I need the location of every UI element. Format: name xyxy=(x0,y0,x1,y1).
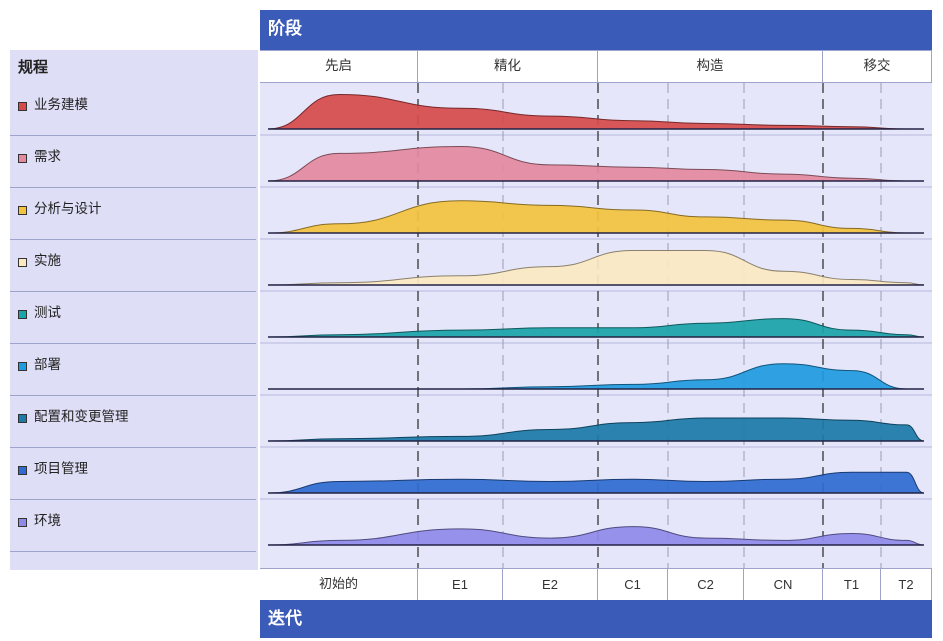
discipline-label: 测试 xyxy=(34,305,61,321)
workflow-chart xyxy=(260,83,932,568)
disciplines-panel xyxy=(10,50,258,570)
discipline-swatch-icon xyxy=(18,310,27,319)
discipline-workload-area xyxy=(267,200,924,234)
discipline-workload-area xyxy=(267,526,925,546)
iteration-cell: C1 xyxy=(598,569,668,600)
discipline-workload-area xyxy=(267,93,924,130)
discipline-row: 项目管理 xyxy=(10,448,258,500)
discipline-workload-area xyxy=(267,145,924,182)
phase-cell: 先启 xyxy=(260,51,418,82)
discipline-label: 需求 xyxy=(34,149,61,165)
discipline-workload-area xyxy=(267,249,925,286)
discipline-workload-area xyxy=(267,471,925,494)
discipline-swatch-icon xyxy=(18,102,27,111)
phase-cell: 移交 xyxy=(823,51,932,82)
discipline-label: 部署 xyxy=(34,357,61,373)
discipline-divider xyxy=(10,395,256,396)
discipline-row: 实施 xyxy=(10,240,258,292)
iteration-row: 初始的 E1 E2 C1 C2 CN T1 T2 xyxy=(260,568,932,600)
discipline-swatch-icon xyxy=(18,466,27,475)
discipline-swatch-icon xyxy=(18,414,27,423)
discipline-row: 分析与设计 xyxy=(10,188,258,240)
phase-row: 先启 精化 构造 移交 xyxy=(260,50,932,83)
discipline-workload-area xyxy=(267,318,925,338)
discipline-divider xyxy=(10,187,256,188)
iteration-cell: C2 xyxy=(668,569,744,600)
iteration-cell: T1 xyxy=(823,569,881,600)
discipline-label: 项目管理 xyxy=(34,461,88,477)
discipline-divider xyxy=(10,239,256,240)
discipline-label: 实施 xyxy=(34,253,61,269)
discipline-workload-area xyxy=(267,417,925,442)
discipline-swatch-icon xyxy=(18,362,27,371)
discipline-workload-area xyxy=(268,363,924,390)
iteration-cell: T2 xyxy=(881,569,932,600)
phase-header-label: 阶段 xyxy=(268,19,302,39)
iteration-footer-bar: 迭代 xyxy=(260,600,932,638)
discipline-divider xyxy=(10,551,256,552)
iteration-footer-label: 迭代 xyxy=(268,609,302,629)
discipline-row: 部署 xyxy=(10,344,258,396)
discipline-divider xyxy=(10,291,256,292)
iteration-cell: E1 xyxy=(418,569,503,600)
discipline-divider xyxy=(10,499,256,500)
iteration-cell: CN xyxy=(744,569,823,600)
discipline-swatch-icon xyxy=(18,258,27,267)
phase-header-bar: 阶段 xyxy=(260,10,932,50)
iteration-cell: 初始的 xyxy=(260,569,418,600)
discipline-row: 业务建模 xyxy=(10,84,258,136)
discipline-swatch-icon xyxy=(18,154,27,163)
discipline-row: 配置和变更管理 xyxy=(10,396,258,448)
discipline-swatch-icon xyxy=(18,206,27,215)
phase-cell: 精化 xyxy=(418,51,598,82)
workflow-plot xyxy=(260,83,932,568)
phase-cell: 构造 xyxy=(598,51,823,82)
discipline-divider xyxy=(10,447,256,448)
discipline-label: 分析与设计 xyxy=(34,201,102,217)
discipline-label: 业务建模 xyxy=(34,97,88,113)
discipline-row: 环境 xyxy=(10,500,258,552)
discipline-row: 测试 xyxy=(10,292,258,344)
discipline-row: 需求 xyxy=(10,136,258,188)
discipline-label: 环境 xyxy=(34,513,61,529)
discipline-divider xyxy=(10,343,256,344)
discipline-swatch-icon xyxy=(18,518,27,527)
disciplines-title: 规程 xyxy=(18,58,49,76)
iteration-cell: E2 xyxy=(503,569,598,600)
discipline-label: 配置和变更管理 xyxy=(34,409,129,425)
discipline-divider xyxy=(10,135,256,136)
